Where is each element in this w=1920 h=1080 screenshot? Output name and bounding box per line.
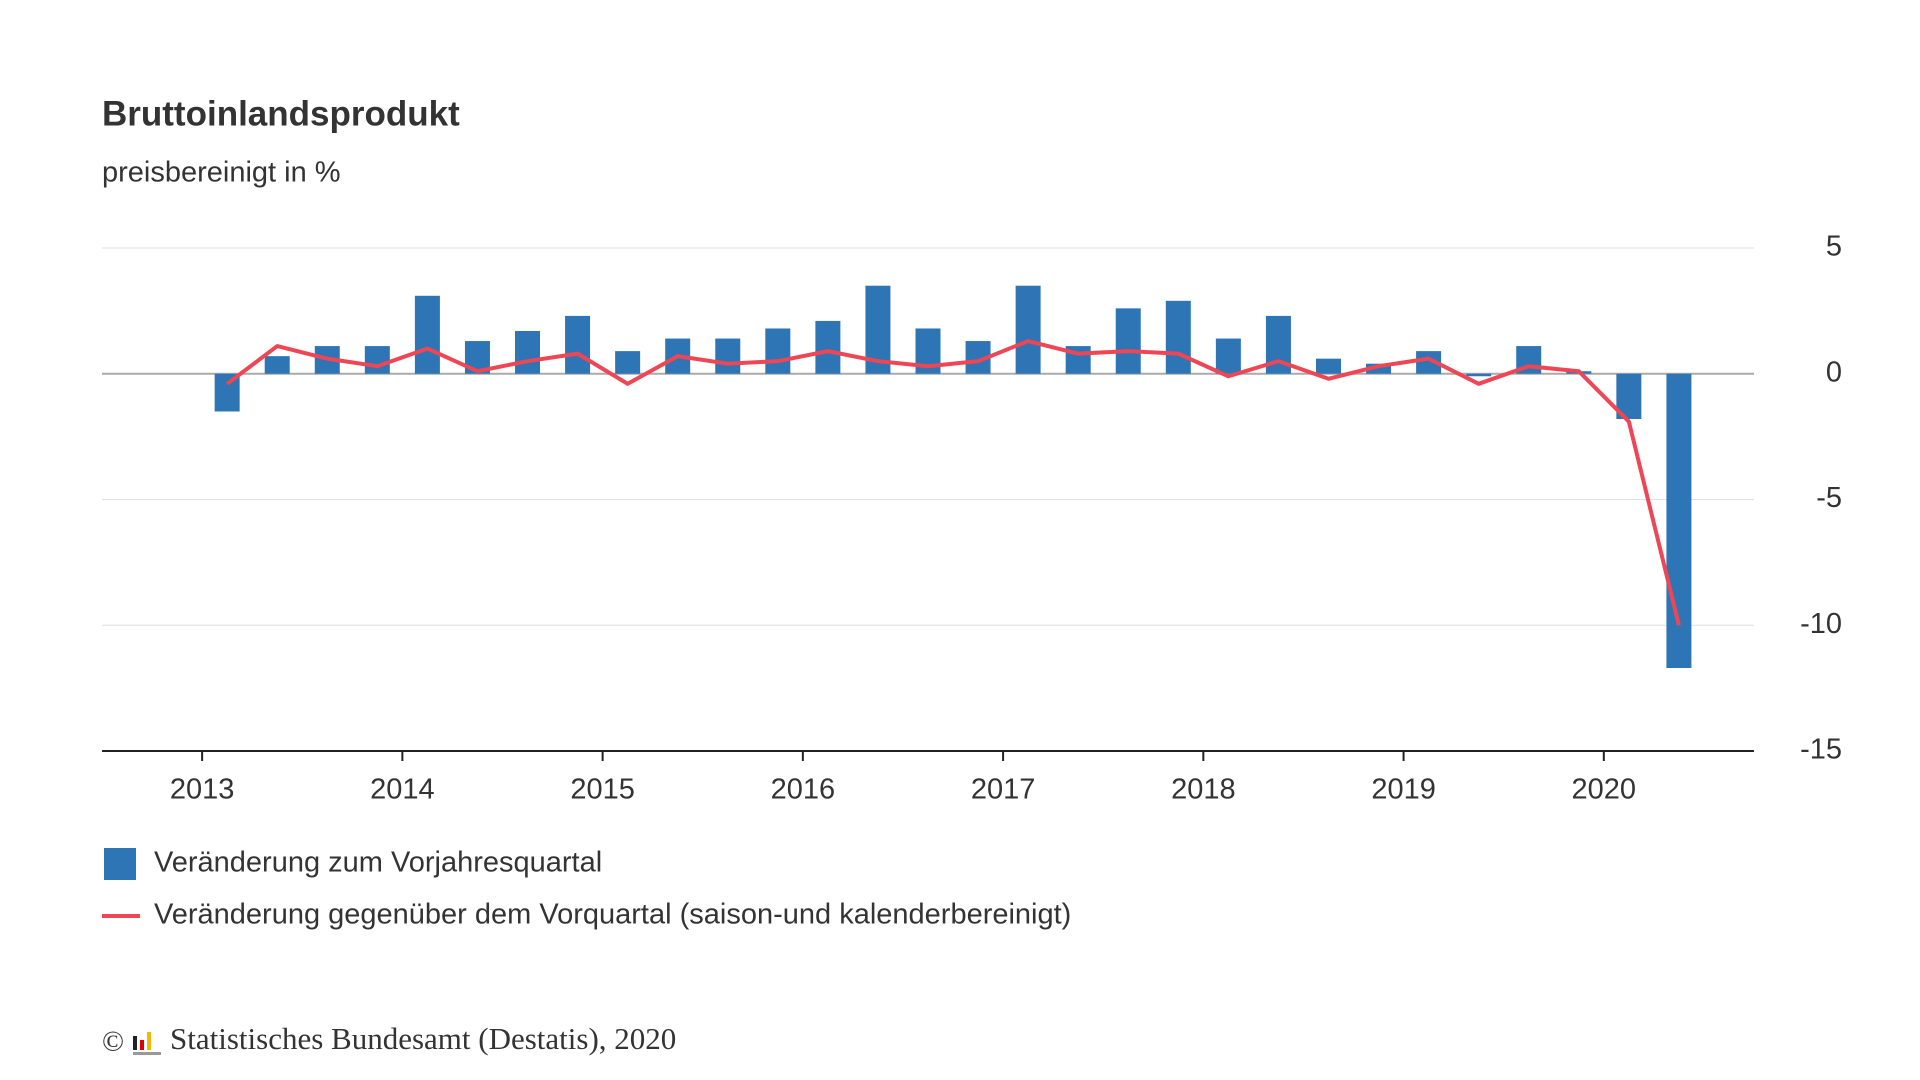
bar [615, 351, 641, 374]
bar [1215, 338, 1241, 374]
x-tick-label: 2018 [1171, 774, 1236, 806]
y-tick-label: -5 [1816, 482, 1842, 514]
bar [414, 295, 440, 374]
x-tick-label: 2015 [570, 774, 635, 806]
legend-label: Veränderung zum Vorjahresquartal [154, 847, 602, 879]
x-tick-label: 2016 [771, 774, 836, 806]
bar [214, 373, 240, 412]
bar [715, 338, 741, 374]
bar [264, 356, 290, 374]
footer-symbol: © [102, 1026, 124, 1058]
bar [1315, 358, 1341, 374]
bar [1416, 351, 1442, 374]
bar [1115, 308, 1141, 374]
bar [1366, 363, 1392, 374]
bar [815, 320, 841, 374]
bar [565, 315, 591, 374]
bar [1466, 373, 1492, 377]
y-tick-label: 0 [1826, 356, 1842, 388]
y-tick-label: -10 [1800, 608, 1842, 640]
legend-swatch [104, 848, 136, 880]
x-tick-label: 2013 [170, 774, 235, 806]
bar [765, 328, 791, 374]
footer-text: Statistisches Bundesamt (Destatis), 2020 [170, 1021, 676, 1056]
x-tick-label: 2017 [971, 774, 1036, 806]
bar [1165, 300, 1191, 374]
y-tick-label: 5 [1826, 231, 1842, 263]
bar [364, 346, 390, 374]
destatis-logo [133, 1032, 161, 1055]
y-tick-label: -15 [1800, 734, 1842, 766]
x-tick-label: 2019 [1371, 774, 1436, 806]
chart-subtitle: preisbereinigt in % [102, 157, 341, 189]
x-tick-label: 2014 [370, 774, 435, 806]
chart-title: Bruttoinlandsprodukt [102, 94, 460, 133]
legend-label: Veränderung gegenüber dem Vorquartal (sa… [154, 899, 1071, 931]
x-tick-label: 2020 [1572, 774, 1637, 806]
bar [515, 330, 541, 374]
line [225, 339, 1681, 626]
bar [1015, 285, 1041, 374]
